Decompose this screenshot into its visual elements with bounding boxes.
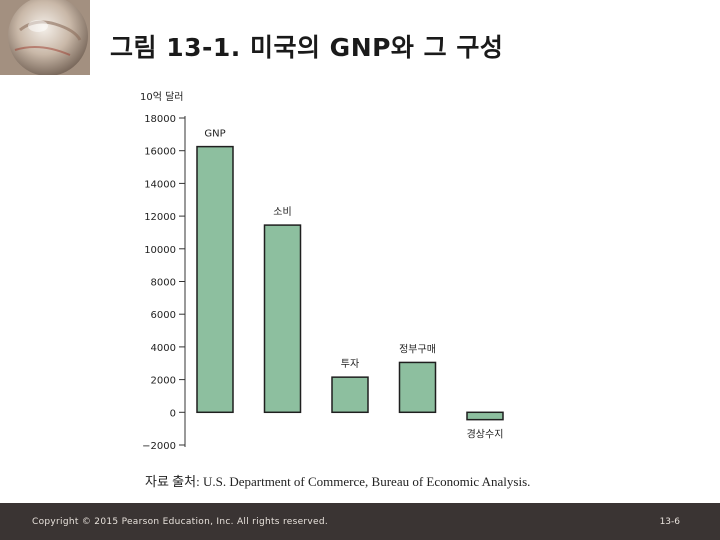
y-tick-label: 18000 [144, 114, 176, 125]
bar-label-3: 정부구매 [399, 343, 436, 355]
y-tick-label: 6000 [151, 310, 176, 321]
bar-3 [398, 361, 437, 414]
bar-label-4: 경상수지 [467, 428, 504, 441]
bar-0 [196, 145, 234, 414]
slide-title: 그림 13-1. 미국의 GNP와 그 구성 [110, 33, 504, 62]
y-tick-label: 2000 [151, 376, 176, 387]
globe-logo-image [0, 0, 90, 75]
bar-label-2: 투자 [341, 358, 359, 370]
page-number: 13-6 [659, 517, 680, 527]
y-tick-label: 4000 [151, 343, 176, 354]
bar-chart-svg: 10억 달러 18000 16000 14000 12000 10000 8000 6000 4… [140, 91, 504, 452]
bar-4 [466, 411, 504, 421]
y-tick-label: 8000 [151, 278, 176, 289]
bar-label-1: 소비 [273, 206, 291, 218]
bar-2 [331, 376, 369, 414]
y-tick-label: 16000 [144, 147, 176, 158]
footer-bar: Copyright © 2015 Pearson Education, Inc.… [0, 503, 720, 540]
y-tick-label: 14000 [144, 179, 176, 190]
bar-label-0: GNP [204, 129, 225, 140]
bar-1 [263, 224, 302, 414]
y-tick-label: −2000 [142, 441, 176, 452]
copyright-text: Copyright © 2015 Pearson Education, Inc.… [32, 517, 329, 527]
y-tick-label: 12000 [144, 212, 176, 223]
bar-chart: 10억 달러 18000 16000 14000 12000 10000 8000 6000 4… [130, 85, 550, 455]
y-axis-label: 10억 달러 [140, 91, 184, 103]
y-tick-label: 10000 [144, 245, 176, 256]
source-note: 자료 출처: U.S. Department of Commerce, Bure… [145, 474, 531, 489]
y-tick-label: 0 [170, 408, 176, 419]
